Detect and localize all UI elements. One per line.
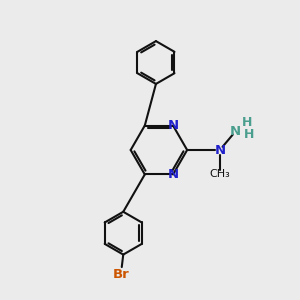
Text: N: N <box>230 125 241 138</box>
Text: CH₃: CH₃ <box>209 169 230 179</box>
Text: N: N <box>167 119 178 132</box>
Text: H: H <box>242 116 253 129</box>
Text: N: N <box>214 143 225 157</box>
Text: N: N <box>167 168 178 181</box>
Text: H: H <box>244 128 254 141</box>
Text: Br: Br <box>113 268 130 281</box>
